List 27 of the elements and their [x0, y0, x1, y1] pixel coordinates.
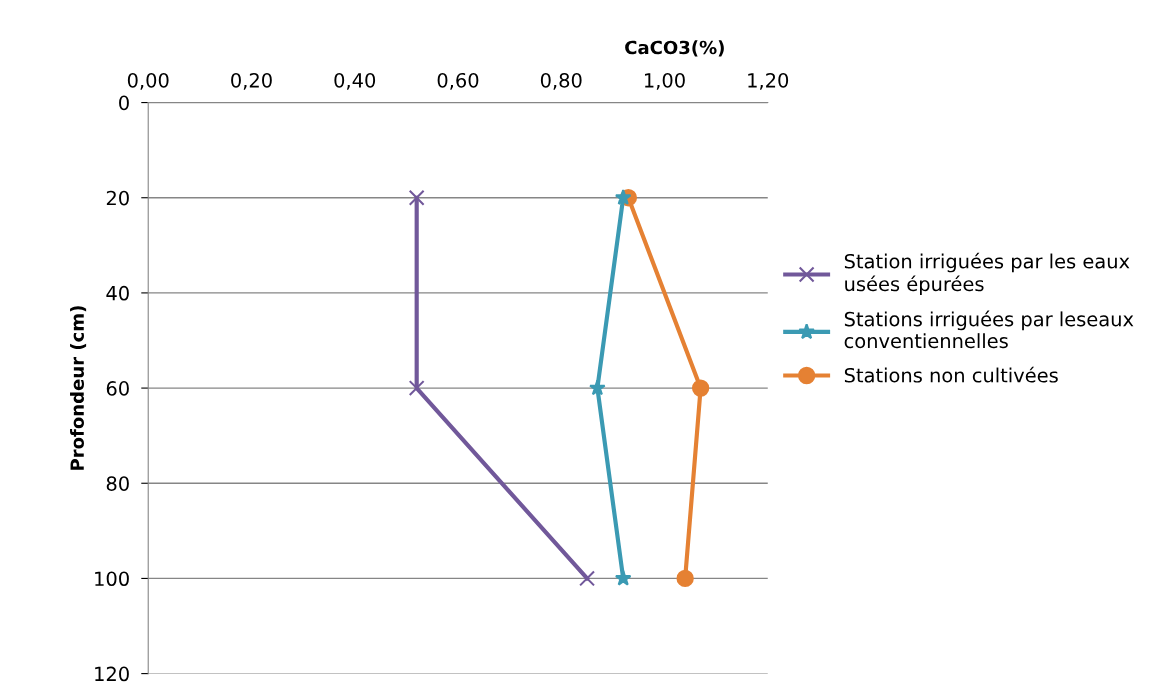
y-axis-title: Profondeur (cm) [70, 306, 87, 470]
legend-label: Stations irriguées par leseaux conventiennelles [844, 310, 1134, 349]
point [676, 569, 694, 588]
y-tick-label: 100 [95, 571, 129, 587]
point [579, 570, 596, 587]
y-tick-label: 40 [106, 285, 129, 301]
point [408, 189, 425, 206]
y-tick-label: 60 [106, 381, 129, 396]
y-tick-label: 0 [119, 95, 129, 111]
x-tick-label: 0,60 [437, 72, 479, 90]
point [614, 569, 632, 586]
x-tick-label: 1,20 [748, 72, 789, 90]
x-tick-label: 1,00 [644, 72, 685, 90]
y-tick-label: 80 [106, 476, 129, 491]
point [408, 380, 425, 397]
legend-label: Stations non cultivées [844, 366, 1058, 383]
point [614, 189, 632, 205]
point [589, 379, 606, 396]
y-tick-label: 120 [95, 666, 129, 682]
legend-label: Station irriguées par les eaux usées épurées [844, 252, 1130, 296]
x-tick-label: 0,40 [334, 72, 376, 90]
x-tick-label: 0,80 [540, 72, 582, 90]
point [691, 379, 710, 397]
x-tick-label: 0,20 [231, 72, 272, 90]
y-tick-label: 20 [106, 190, 129, 206]
x-axis-title: CaCO3(%) [625, 40, 724, 57]
x-tick-label: 0,00 [127, 72, 169, 90]
